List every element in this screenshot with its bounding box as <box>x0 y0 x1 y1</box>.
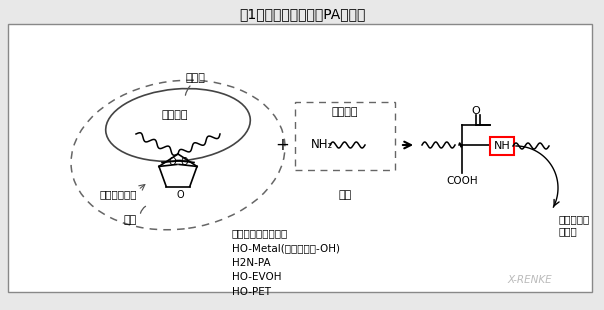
Text: 极性: 极性 <box>123 215 137 225</box>
Text: 常见极性物性包括：
HO-Metal(金属表面含-OH)
H2N-PA
HO-EVOH
HO-PET: 常见极性物性包括： HO-Metal(金属表面含-OH) H2N-PA HO-E… <box>232 228 340 297</box>
Text: 图1马来酸酐接枝物和PA反应图: 图1马来酸酐接枝物和PA反应图 <box>239 7 365 21</box>
Text: NH₂: NH₂ <box>311 139 333 152</box>
Text: NH: NH <box>493 141 510 151</box>
FancyBboxPatch shape <box>8 24 592 292</box>
Text: O: O <box>180 157 188 167</box>
Text: O: O <box>472 106 480 116</box>
Text: 脱水，形成
化学键: 脱水，形成 化学键 <box>559 214 590 236</box>
Text: COOH: COOH <box>446 176 478 186</box>
Text: 非极性: 非极性 <box>185 73 205 83</box>
Text: +: + <box>275 136 289 154</box>
Text: 尼龙链段: 尼龙链段 <box>332 107 358 117</box>
Text: O: O <box>168 157 176 167</box>
Text: 马来酸酐基团: 马来酸酐基团 <box>99 189 137 199</box>
Text: 极性: 极性 <box>338 190 352 200</box>
Text: O: O <box>176 189 184 200</box>
Text: X-RENKE: X-RENKE <box>508 275 552 285</box>
Text: 烯烃链段: 烯烃链段 <box>162 110 188 120</box>
FancyBboxPatch shape <box>490 137 514 155</box>
FancyBboxPatch shape <box>295 102 395 170</box>
